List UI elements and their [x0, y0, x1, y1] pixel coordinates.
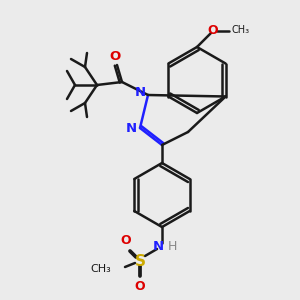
Text: CH₃: CH₃: [90, 264, 111, 274]
Text: O: O: [121, 235, 131, 248]
Text: N: N: [125, 122, 136, 134]
Text: O: O: [208, 25, 218, 38]
Text: O: O: [135, 280, 145, 293]
Text: CH₃: CH₃: [232, 25, 250, 35]
Text: N: N: [134, 86, 146, 100]
Text: O: O: [110, 50, 121, 64]
Text: H: H: [167, 241, 177, 254]
Text: S: S: [134, 254, 146, 268]
Text: N: N: [152, 241, 164, 254]
